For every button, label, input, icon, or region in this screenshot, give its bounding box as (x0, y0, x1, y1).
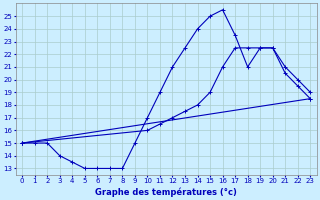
X-axis label: Graphe des températures (°c): Graphe des températures (°c) (95, 187, 237, 197)
